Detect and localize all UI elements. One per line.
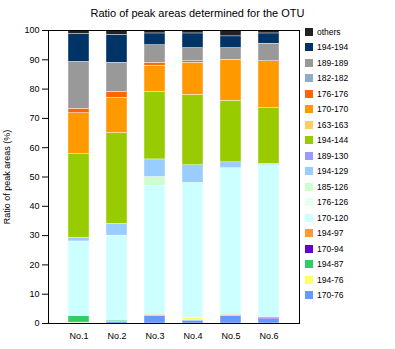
svg-text:Ratio of peak areas (%): Ratio of peak areas (%) <box>2 130 12 225</box>
svg-text:10: 10 <box>29 289 39 299</box>
html-text:170-120: 170-120 <box>317 212 349 223</box>
html-text:194-87: 194-87 <box>317 259 344 270</box>
html-text:194-144: 194-144 <box>317 135 349 146</box>
html-text:189-130: 189-130 <box>317 150 349 161</box>
svg-text:50: 50 <box>29 172 39 182</box>
svg-text:100: 100 <box>24 25 39 35</box>
html-text:182-182: 182-182 <box>317 73 349 84</box>
svg-text:20: 20 <box>29 260 39 270</box>
svg-text:90: 90 <box>29 55 39 65</box>
svg-text:60: 60 <box>29 143 39 153</box>
html-text:170-170: 170-170 <box>317 104 349 115</box>
html-text:176-126: 176-126 <box>317 197 349 208</box>
svg-text:No.4: No.4 <box>183 331 202 341</box>
svg-text:70: 70 <box>29 113 39 123</box>
html-text:194-194: 194-194 <box>317 42 349 53</box>
svg-text:No.3: No.3 <box>145 331 164 341</box>
svg-text:40: 40 <box>29 201 39 211</box>
svg-text:30: 30 <box>29 230 39 240</box>
html-text:194-76: 194-76 <box>317 274 344 285</box>
html-text:194-129: 194-129 <box>317 166 349 177</box>
html-text:others: others <box>317 26 341 37</box>
html-text:163-163: 163-163 <box>317 119 349 130</box>
svg-text:80: 80 <box>29 84 39 94</box>
html-text:194-97: 194-97 <box>317 228 344 239</box>
html-text:Ratio of peak areas determined: Ratio of peak areas determined for the O… <box>90 7 305 19</box>
html-text:185-126: 185-126 <box>317 181 349 192</box>
svg-text:No.1: No.1 <box>69 331 88 341</box>
svg-text:No.6: No.6 <box>259 331 278 341</box>
html-text:176-176: 176-176 <box>317 88 349 99</box>
html-text:170-76: 170-76 <box>317 290 344 301</box>
html-text:170-94: 170-94 <box>317 243 344 254</box>
svg-text:No.5: No.5 <box>221 331 240 341</box>
svg-text:No.2: No.2 <box>107 331 126 341</box>
html-text:189-189: 189-189 <box>317 57 349 68</box>
svg-text:0: 0 <box>34 318 39 328</box>
